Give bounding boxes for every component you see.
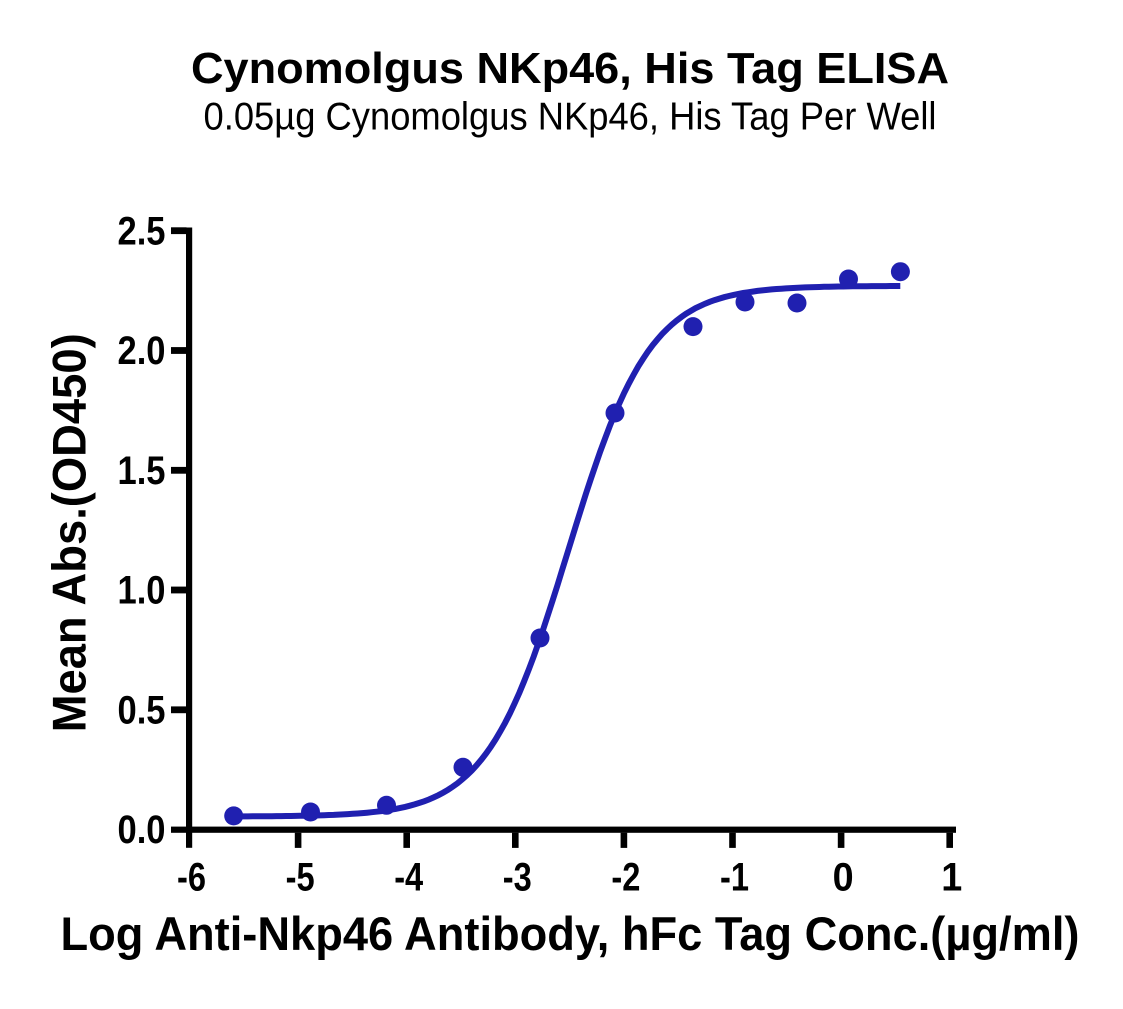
svg-text:-4: -4 [394, 856, 424, 900]
svg-text:0: 0 [833, 856, 854, 900]
svg-text:2.5: 2.5 [118, 209, 166, 253]
svg-text:0.5: 0.5 [118, 689, 166, 733]
svg-text:-2: -2 [611, 856, 640, 900]
svg-text:-3: -3 [503, 856, 532, 900]
svg-text:1.0: 1.0 [118, 569, 166, 613]
svg-text:0.05µg Cynomolgus NKp46, His T: 0.05µg Cynomolgus NKp46, His Tag Per Wel… [204, 96, 937, 139]
svg-text:-5: -5 [286, 856, 315, 900]
svg-text:-6: -6 [177, 856, 206, 900]
svg-text:Cynomolgus NKp46, His Tag ELIS: Cynomolgus NKp46, His Tag ELISA [191, 44, 949, 93]
svg-text:Log Anti-Nkp46 Antibody, hFc T: Log Anti-Nkp46 Antibody, hFc Tag Conc.(µ… [61, 908, 1080, 961]
svg-text:Mean Abs.(OD450): Mean Abs.(OD450) [42, 333, 95, 732]
svg-text:1.5: 1.5 [118, 449, 166, 493]
svg-text:2.0: 2.0 [118, 329, 166, 373]
svg-text:1: 1 [941, 856, 962, 900]
svg-text:-1: -1 [720, 856, 749, 900]
svg-text:0.0: 0.0 [118, 808, 166, 852]
